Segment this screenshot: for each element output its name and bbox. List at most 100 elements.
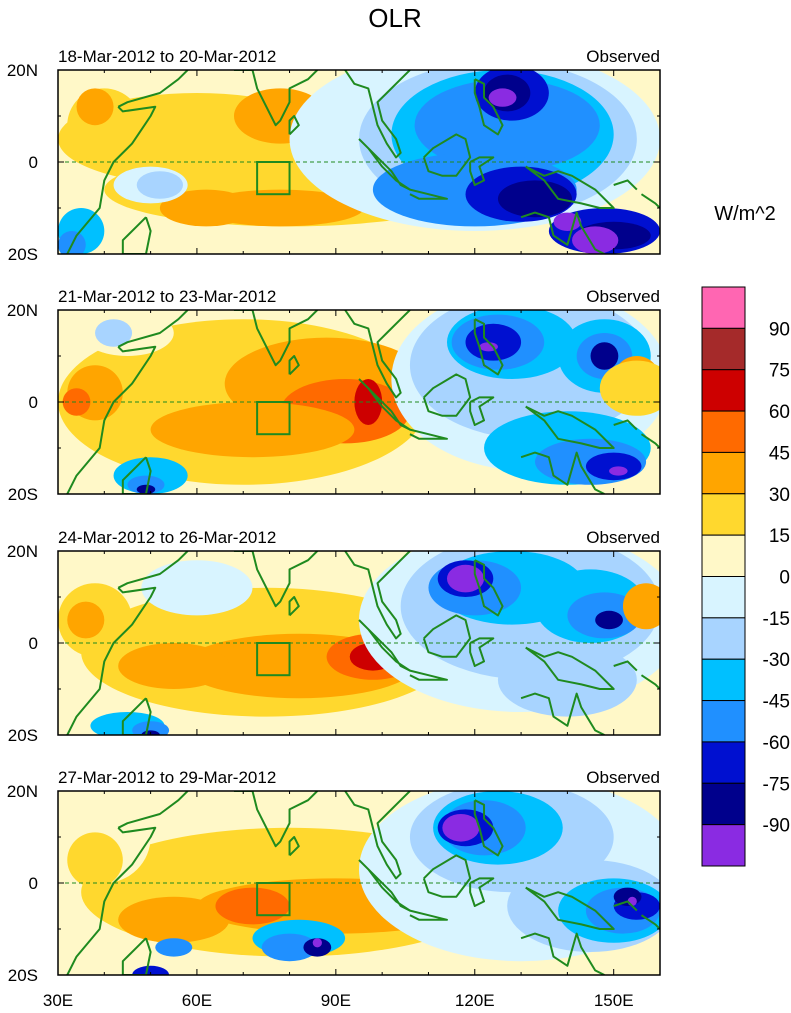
anomaly-contour [215, 887, 290, 925]
colorbar-label: 15 [769, 526, 790, 547]
colorbar-swatch [701, 493, 746, 536]
coastline [613, 419, 638, 431]
anomaly-contour [58, 231, 86, 254]
anomaly-contour [609, 466, 628, 476]
coastline [288, 596, 300, 617]
map-panel: 24-Mar-2012 to 26-Mar-2012 Observed 20N 0 20… [7, 528, 661, 745]
olr-field [58, 551, 660, 735]
anomaly-contour [303, 938, 332, 957]
lat-label: 20N [7, 61, 38, 80]
panel-label: Observed [586, 768, 660, 787]
coastline [121, 937, 152, 975]
anomaly-contour [67, 832, 123, 888]
anomaly-contour [159, 189, 253, 227]
coastline [117, 310, 189, 348]
colorbar-label: 45 [769, 443, 790, 464]
panel-period: 18-Mar-2012 to 20-Mar-2012 [58, 47, 276, 66]
coastline [613, 660, 638, 672]
colorbar: W/m^2 90 75 60 45 30 15 0 -15 -30 -45 -60 -75 -90 [701, 203, 790, 867]
coastline [344, 310, 411, 399]
anomaly-contour [132, 965, 170, 975]
colorbar-label: 75 [769, 361, 790, 382]
coastline [422, 373, 472, 417]
coastline [525, 646, 615, 690]
coastline [121, 456, 152, 494]
coastline [344, 70, 411, 159]
panel-label: Observed [586, 287, 660, 306]
coastline [520, 692, 605, 735]
anomaly-contour [150, 402, 355, 458]
coastline [640, 914, 660, 930]
coastline [233, 551, 319, 608]
anomaly-contour [62, 388, 91, 416]
colorbar-label: 0 [779, 568, 790, 589]
coastline [344, 551, 411, 640]
panel-period: 24-Mar-2012 to 26-Mar-2012 [58, 528, 276, 547]
colorbar-swatch [701, 451, 746, 495]
anomaly-contour [595, 610, 623, 630]
anomaly-contour [488, 88, 517, 107]
lon-label: 30E [43, 991, 73, 1010]
colorbar-label: 30 [769, 485, 790, 506]
coastline [422, 854, 472, 898]
coastline [409, 909, 448, 921]
coastline [469, 156, 495, 186]
anomaly-contour [446, 564, 485, 593]
units-label: W/m^2 [714, 203, 776, 225]
coastline [422, 133, 472, 177]
coastline [344, 791, 411, 880]
map-panel: 18-Mar-2012 to 20-Mar-2012 Observed 20N 0 20… [7, 47, 661, 264]
anomaly-contour [136, 171, 184, 199]
figure-title: OLR [368, 3, 421, 33]
coastline [117, 791, 189, 829]
coastline [422, 614, 472, 658]
lat-label: 20S [8, 245, 38, 264]
anomaly-contour [414, 79, 600, 172]
coastline [409, 428, 448, 440]
coastline [613, 900, 638, 912]
index-box [256, 642, 291, 677]
lon-label: 120E [455, 991, 495, 1010]
anomaly-contour [613, 887, 642, 906]
coastline [469, 396, 495, 426]
anomaly-contour [599, 360, 660, 416]
coastline [473, 318, 504, 376]
lat-label: 20N [7, 782, 38, 801]
colorbar-label: -30 [763, 650, 790, 671]
coastline [469, 877, 495, 907]
colorbar-label: -75 [763, 774, 790, 795]
olr-field [58, 310, 660, 494]
coastline [469, 637, 495, 667]
coastline [520, 451, 605, 494]
lat-label: 20S [8, 485, 38, 504]
olr-field [58, 791, 660, 975]
lon-label: 60E [182, 991, 212, 1010]
anomaly-contour [141, 560, 253, 616]
lat-label: 20S [8, 726, 38, 745]
coastline [525, 405, 615, 449]
coastline [288, 115, 300, 136]
lat-label: 20S [8, 966, 38, 985]
coastline [66, 826, 157, 975]
colorbar-swatch [701, 369, 746, 412]
anomaly-contour [572, 226, 619, 254]
coastline [640, 674, 660, 690]
lat-label: 0 [29, 634, 38, 653]
anomaly-contour [465, 323, 522, 361]
map-panel: 27-Mar-2012 to 29-Mar-2012 Observed 20N 0 20… [7, 768, 661, 985]
coastline [66, 586, 157, 735]
colorbar-label: 90 [769, 319, 790, 340]
index-box [256, 882, 291, 917]
coastline [520, 932, 605, 975]
colorbar-swatch [701, 658, 746, 702]
coastline [640, 433, 660, 449]
anomaly-contour [442, 814, 480, 842]
panel-label: Observed [586, 47, 660, 66]
anomaly-contour [585, 452, 642, 481]
coastline [117, 70, 189, 108]
coastline [121, 697, 152, 735]
coastline [409, 188, 448, 200]
coastline [66, 105, 157, 254]
coastline [66, 345, 157, 494]
